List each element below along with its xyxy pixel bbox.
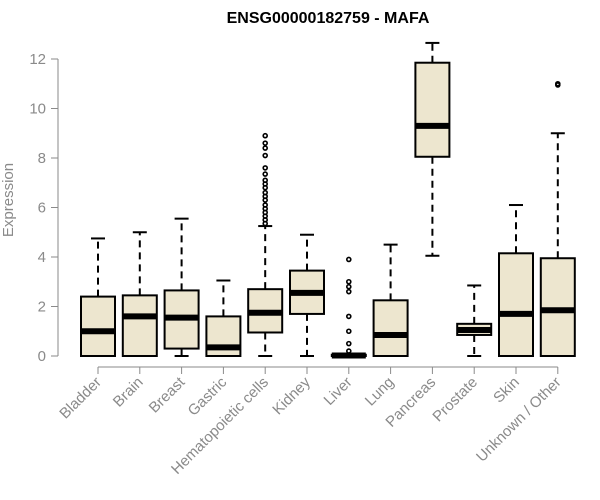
- box-group: [247, 132, 284, 357]
- outlier-point: [345, 348, 352, 354]
- box-group: [330, 256, 367, 359]
- outlier-point: [345, 340, 352, 347]
- outlier-point: [262, 140, 269, 146]
- outlier-point: [345, 328, 352, 335]
- plot-area: [80, 41, 576, 359]
- y-tick-label: 6: [38, 200, 46, 217]
- box-iqr: [498, 252, 534, 358]
- x-tick-label: Lung: [362, 374, 398, 410]
- box-iqr: [372, 299, 409, 357]
- box-iqr: [121, 294, 158, 357]
- box-group: [498, 204, 534, 358]
- x-tick-label: Kidney: [269, 373, 314, 418]
- box-group: [289, 233, 325, 357]
- outlier-point: [262, 177, 269, 184]
- x-tick-label: Skin: [490, 374, 523, 407]
- outlier-point: [262, 145, 269, 151]
- box-group: [539, 80, 576, 357]
- outlier-point: [262, 165, 269, 171]
- y-tick-label: 2: [38, 299, 46, 316]
- chart-title: ENSG00000182759 - MAFA: [227, 10, 430, 27]
- outlier-point: [345, 313, 352, 320]
- outlier-point: [262, 202, 269, 208]
- y-axis-title: Expression: [0, 163, 17, 237]
- outlier-point: [345, 283, 352, 290]
- outlier-point: [262, 132, 269, 139]
- outlier-point: [262, 152, 269, 159]
- box-group: [80, 237, 116, 358]
- x-tick-label: Breast: [146, 373, 189, 416]
- outlier-point: [345, 288, 352, 295]
- outlier-point: [262, 171, 269, 177]
- outlier-point: [554, 80, 561, 87]
- x-tick-label: Liver: [321, 374, 356, 409]
- x-tick-label: Bladder: [56, 374, 105, 423]
- box-group: [414, 41, 451, 257]
- outlier-point: [345, 256, 352, 263]
- y-tick-label: 0: [38, 348, 46, 365]
- y-tick-label: 12: [29, 51, 46, 68]
- x-tick-label: Prostate: [429, 374, 481, 426]
- box-group: [163, 217, 200, 357]
- box-iqr: [80, 295, 116, 358]
- box-group: [372, 243, 409, 357]
- box-group: [456, 284, 493, 357]
- box-group: [205, 279, 242, 357]
- box-iqr: [414, 61, 451, 158]
- y-axis: 0 2 4 6 8 10 12: [29, 51, 59, 365]
- outlier-point: [262, 189, 269, 196]
- outlier-point: [345, 278, 352, 285]
- box-iqr: [539, 257, 576, 357]
- y-tick-label: 8: [38, 150, 46, 167]
- x-tick-label: Brain: [110, 374, 147, 411]
- y-tick-label: 10: [29, 101, 46, 118]
- box-group: [121, 231, 158, 357]
- y-tick-label: 4: [38, 249, 46, 266]
